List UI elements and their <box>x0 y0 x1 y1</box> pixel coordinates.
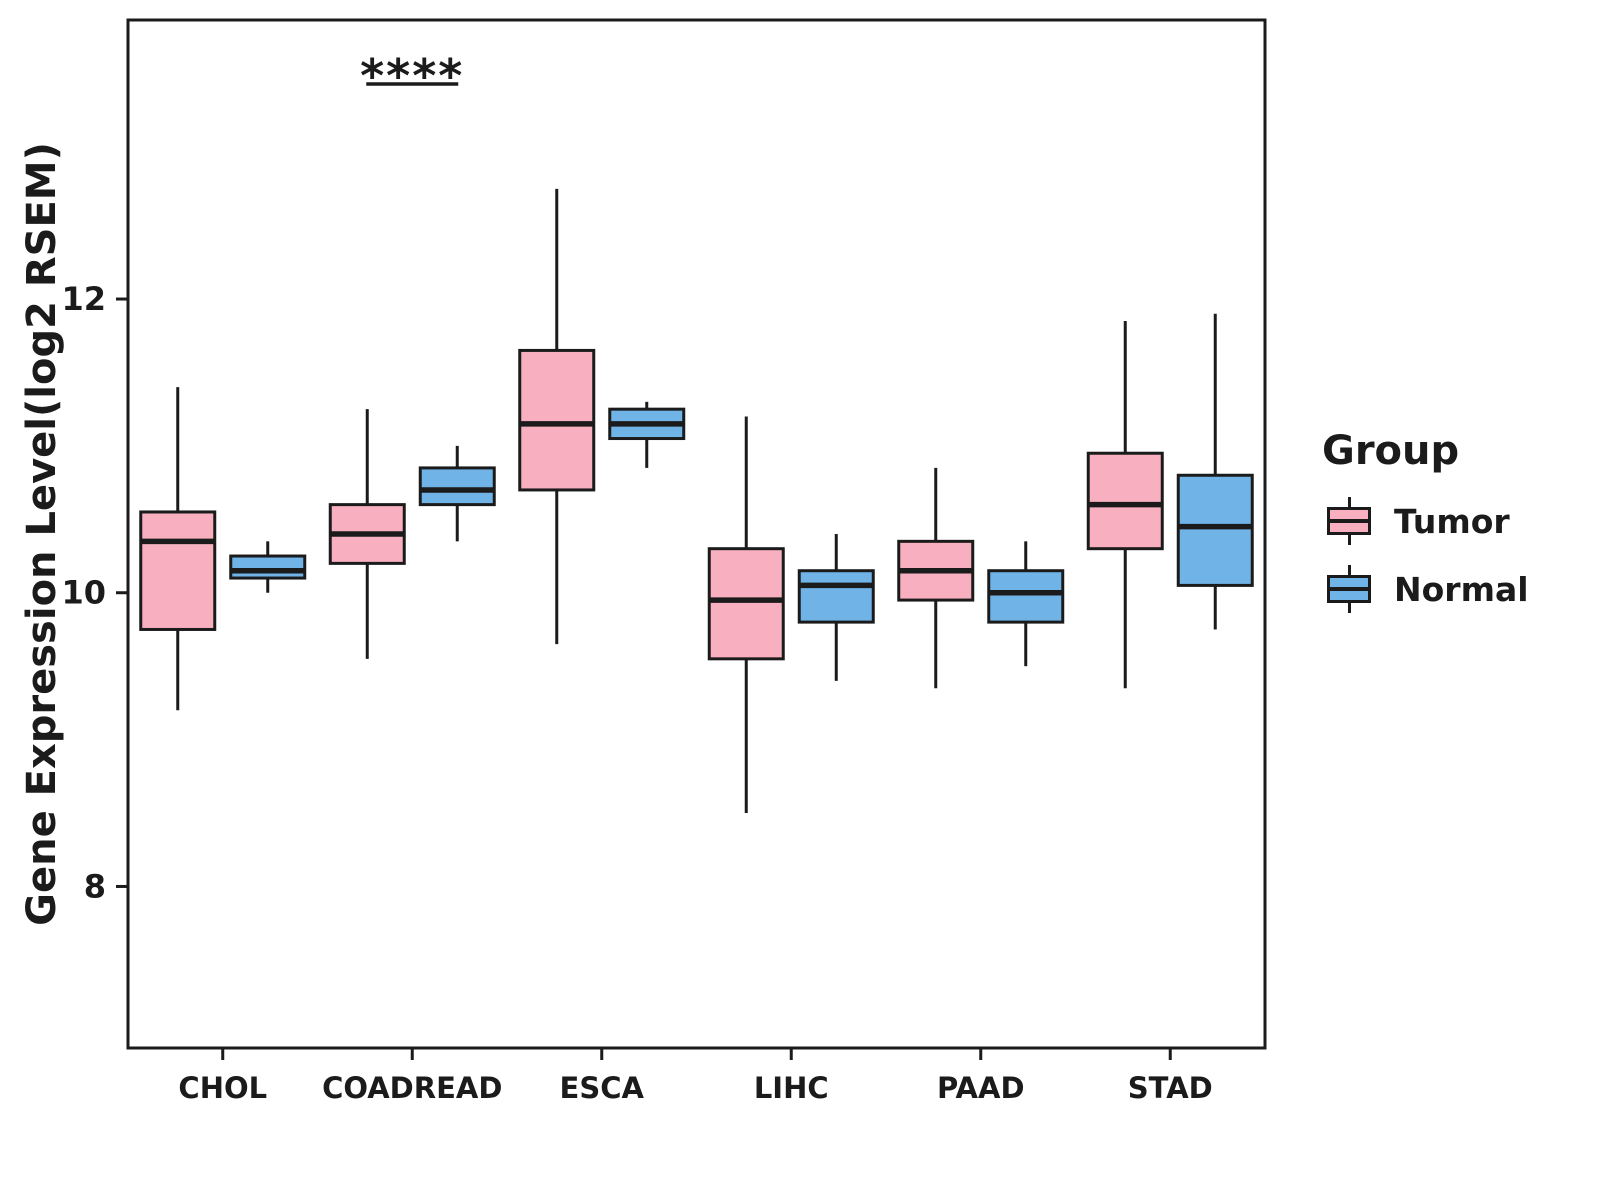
x-tick-label-paad: PAAD <box>937 1071 1025 1105</box>
box-normal-lihc <box>797 569 875 624</box>
box-tumor-lihc <box>707 547 785 661</box>
legend-label-tumor: Tumor <box>1394 501 1510 541</box>
box-tumor-stad <box>1086 451 1164 551</box>
legend: Group Tumor Normal <box>1322 428 1592 616</box>
legend-label-normal: Normal <box>1394 569 1529 609</box>
x-tick-label-esca: ESCA <box>560 1071 645 1105</box>
plot-panel <box>126 18 1267 1050</box>
y-tick-label: 8 <box>84 867 106 905</box>
key-median-line <box>1327 587 1371 591</box>
y-tick-label: 10 <box>61 574 106 612</box>
y-tick-label: 12 <box>61 280 106 318</box>
tumor-boxplot-key-icon <box>1322 494 1376 548</box>
x-tick-label-lihc: LIHC <box>754 1071 829 1105</box>
legend-entry-normal: Normal <box>1322 562 1592 616</box>
box-tumor-esca <box>518 348 596 492</box>
box-normal-coadread <box>418 466 496 507</box>
key-median-line <box>1327 519 1371 523</box>
box-normal-paad <box>987 569 1065 624</box>
x-tick-label-stad: STAD <box>1128 1071 1213 1105</box>
significance-stars: **** <box>360 49 464 103</box>
box-tumor-chol <box>139 510 217 631</box>
x-tick-label-coadread: COADREAD <box>322 1071 502 1105</box>
normal-boxplot-key-icon <box>1322 562 1376 616</box>
box-normal-stad <box>1176 473 1254 587</box>
y-axis-title: Gene Expression Level(log2 RSEM) <box>19 142 65 926</box>
box-normal-chol <box>229 554 307 580</box>
x-tick-label-chol: CHOL <box>178 1071 267 1105</box>
legend-entry-tumor: Tumor <box>1322 494 1592 548</box>
legend-title: Group <box>1322 428 1460 474</box>
